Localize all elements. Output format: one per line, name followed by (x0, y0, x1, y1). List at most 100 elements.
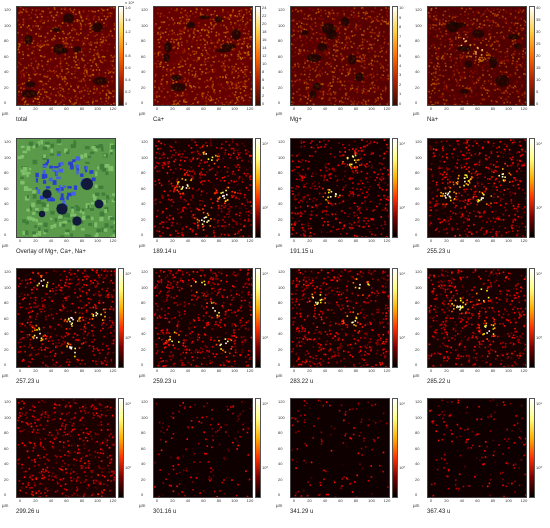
y-tick-label: 100 (415, 416, 422, 420)
ion-image (290, 398, 390, 498)
x-tick-label: 60 (338, 239, 342, 243)
ion-image (16, 6, 116, 106)
x-tick-label: 20 (444, 499, 448, 503)
x-tick-label: 20 (170, 107, 174, 111)
colorbar (118, 398, 124, 498)
y-tick-label: 20 (278, 348, 282, 352)
colorbar-tick-label: 0.8 (125, 54, 131, 58)
colorbar (118, 6, 124, 106)
colorbar-tick-label: 0.6 (125, 66, 131, 70)
x-tick-label: 120 (384, 499, 391, 503)
colorbar-tick-label: 7 (399, 35, 401, 39)
x-tick-label: 100 (231, 369, 238, 373)
x-tick-label: 40 (49, 239, 53, 243)
x-tick-label: 100 (231, 107, 238, 111)
y-tick-label: 0 (4, 493, 6, 497)
colorbar-tick-label: 8 (262, 70, 264, 74)
x-tick-label: 100 (94, 499, 101, 503)
x-tick-label: 0 (19, 107, 21, 111)
y-tick-label: 0 (415, 233, 417, 237)
y-tick-label: 80 (141, 39, 145, 43)
colorbar-tick-label: 3 (399, 73, 401, 77)
colorbar-tick-label: 10⁰ (262, 206, 268, 210)
x-tick-label: 80 (80, 107, 84, 111)
x-tick-label: 40 (186, 369, 190, 373)
axis-unit-label: µm (413, 503, 419, 508)
ion-image (427, 6, 527, 106)
x-tick-label: 100 (505, 499, 512, 503)
colorbar-tick-label: 35 (536, 18, 540, 22)
y-tick-label: 60 (4, 317, 8, 321)
x-tick-label: 0 (156, 239, 158, 243)
y-tick-label: 0 (278, 493, 280, 497)
y-tick-label: 100 (415, 24, 422, 28)
panel-caption: 301.16 u (153, 509, 176, 515)
x-tick-label: 0 (293, 499, 295, 503)
colorbar-tick-label: 10⁰ (262, 336, 268, 340)
y-tick-label: 60 (4, 55, 8, 59)
axis-unit-label: µm (2, 243, 8, 248)
y-tick-label: 120 (141, 400, 148, 404)
colorbar-tick-label: 0.2 (125, 90, 131, 94)
panel-caption: 257.23 u (16, 379, 39, 385)
x-tick-label: 20 (307, 107, 311, 111)
colorbar-tick-label: 10¹ (536, 142, 542, 146)
x-tick-label: 100 (505, 107, 512, 111)
x-tick-label: 60 (475, 499, 479, 503)
colorbar (392, 268, 398, 368)
y-tick-label: 20 (278, 86, 282, 90)
y-tick-label: 80 (4, 431, 8, 435)
x-tick-label: 120 (110, 369, 117, 373)
y-tick-label: 20 (415, 478, 419, 482)
x-tick-label: 0 (293, 107, 295, 111)
colorbar-tick-label: 10¹ (536, 272, 542, 276)
y-tick-label: 100 (4, 24, 11, 28)
x-tick-label: 100 (368, 499, 375, 503)
x-tick-label: 60 (201, 369, 205, 373)
y-tick-label: 80 (415, 171, 419, 175)
y-tick-label: 40 (141, 462, 145, 466)
y-tick-label: 100 (415, 286, 422, 290)
colorbar (255, 138, 261, 238)
x-tick-label: 0 (430, 107, 432, 111)
x-tick-label: 0 (430, 239, 432, 243)
colorbar-tick-label: 1 (399, 92, 401, 96)
x-tick-label: 120 (110, 239, 117, 243)
colorbar-tick-label: 2 (262, 94, 264, 98)
y-tick-label: 60 (278, 317, 282, 321)
y-tick-label: 0 (278, 233, 280, 237)
x-tick-label: 0 (293, 239, 295, 243)
colorbar-tick-label: 40 (536, 6, 540, 10)
ion-image (153, 268, 253, 368)
y-tick-label: 40 (415, 70, 419, 74)
colorbar-tick-label: 25 (536, 42, 540, 46)
x-tick-label: 40 (186, 499, 190, 503)
panel-caption: Overlay of Mg+, Ca+, Na+ (16, 249, 86, 255)
x-tick-label: 60 (64, 239, 68, 243)
colorbar-tick-label: 10⁰ (125, 336, 131, 340)
x-tick-label: 80 (491, 369, 495, 373)
x-tick-label: 60 (201, 499, 205, 503)
colorbar-tick-label: 10 (536, 78, 540, 82)
y-tick-label: 40 (278, 202, 282, 206)
colorbar-tick-label: 8 (399, 25, 401, 29)
ion-image (290, 138, 390, 238)
x-tick-label: 120 (384, 369, 391, 373)
ion-image (290, 268, 390, 368)
